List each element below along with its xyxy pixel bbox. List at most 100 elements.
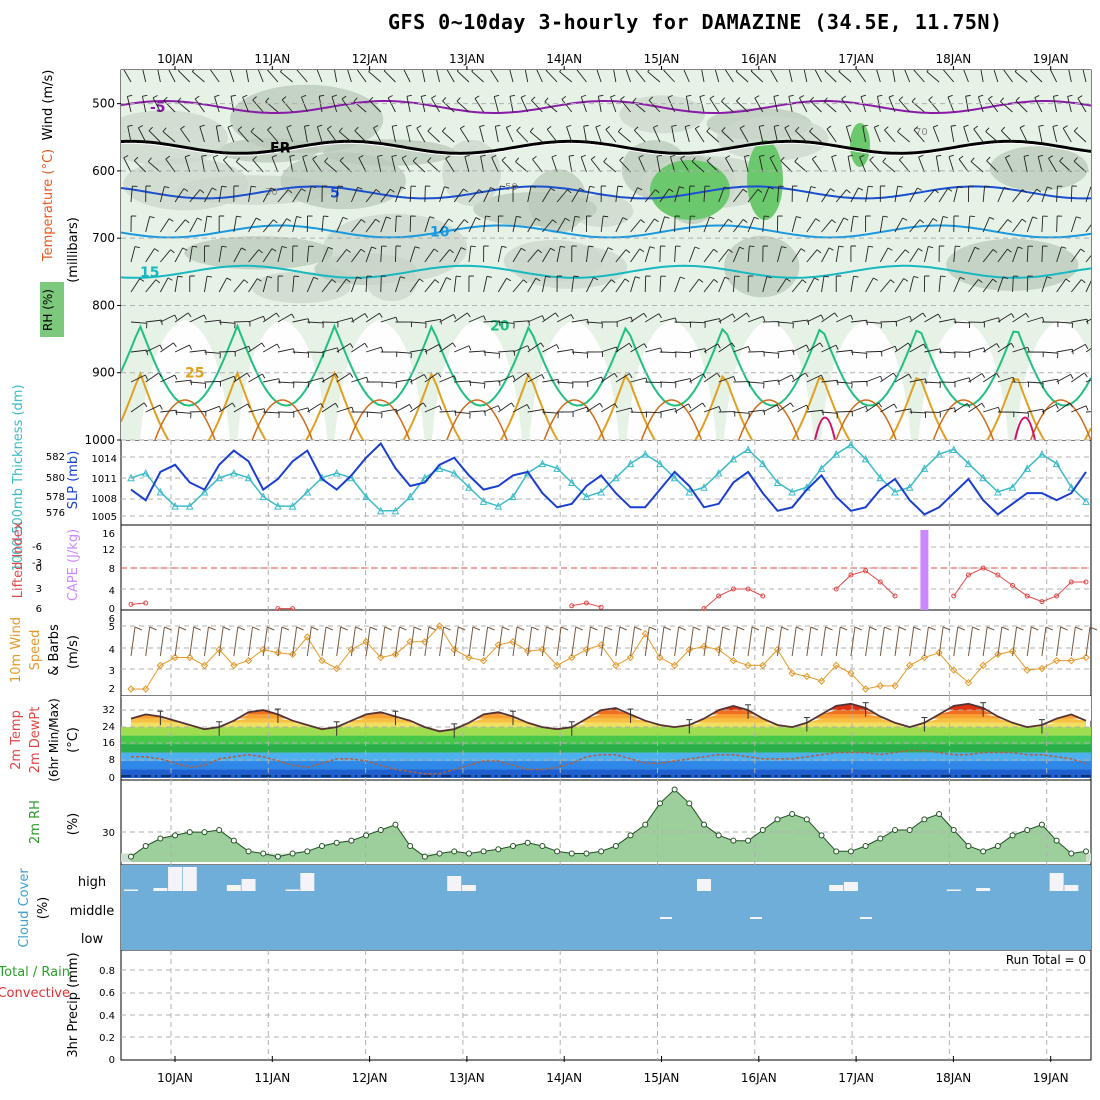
wind-barb-flag (237, 126, 243, 131)
thickness-point (758, 459, 767, 468)
surface-wind-barb (541, 626, 547, 657)
wind-barb (1015, 100, 1028, 113)
wind-barb (644, 313, 660, 323)
wind-barb-flag (316, 65, 321, 67)
wind-tick: 3 (109, 666, 115, 677)
wind-barb-flag (820, 374, 824, 380)
wind-barb (773, 96, 778, 113)
wind-barb (126, 96, 132, 113)
wind-barb (856, 70, 866, 83)
wind-barb (1085, 379, 1091, 383)
wind-barb-flag (331, 94, 337, 98)
surface-wind-barb (145, 626, 151, 657)
wind-barb (1026, 188, 1038, 203)
wind-barb-flag (142, 65, 147, 66)
wind-barb (733, 188, 744, 203)
wind-barb (718, 277, 726, 293)
lifted-point (598, 604, 604, 610)
lifted-point (892, 593, 898, 599)
wind-barb-flag (444, 186, 450, 189)
wind-barb (277, 246, 283, 263)
wind-barb (218, 186, 223, 203)
surface-wind-barb (468, 626, 474, 657)
wind-barb (968, 347, 984, 353)
wind-barb-flag (127, 124, 133, 127)
wind-tick: 2 (109, 684, 115, 695)
wind-barb (178, 70, 191, 83)
wind-barb-flag (1015, 96, 1020, 101)
wind-barb (354, 130, 367, 143)
thickness-point (1052, 459, 1061, 468)
wind-barb-flag (406, 124, 412, 127)
wind-barb (784, 127, 793, 143)
lifted-point (980, 565, 986, 571)
wind-barb (456, 100, 470, 113)
temp-tick: 0 (109, 773, 115, 784)
wind-barb (341, 98, 352, 113)
wind-barb-flag (319, 94, 325, 97)
wind-barb-flag (639, 248, 645, 253)
lifted-point (1024, 593, 1030, 599)
cloud-level-label: high (78, 875, 106, 890)
lifted-point (833, 586, 839, 592)
wind-barb-flag (981, 373, 986, 378)
wind-barb (703, 279, 715, 293)
wind-barb (289, 156, 294, 173)
middle-cloud-bar (660, 917, 672, 919)
wind-barb-flag (824, 70, 827, 72)
surface-wind-barb-flag (634, 626, 642, 631)
wind-barb (986, 160, 999, 173)
wind-barb (769, 157, 778, 173)
wind-barb (1048, 157, 1058, 173)
wind-barb (409, 374, 425, 383)
thickness-point (714, 468, 723, 477)
wind-barb-flag (899, 156, 904, 161)
wind-barb-flag (656, 154, 662, 157)
wind-barb-flag (610, 94, 616, 98)
wind-barb (204, 380, 221, 383)
thickness-point (171, 501, 179, 510)
rh-point (128, 853, 134, 860)
rh-point (480, 848, 487, 855)
wind-barb-flag (595, 124, 601, 128)
wind-barb-flag (278, 378, 281, 384)
wind-barb (302, 156, 308, 173)
wind-barb (892, 70, 896, 83)
surface-wind-barb (967, 626, 973, 657)
rh-point (921, 816, 928, 823)
wind-barb-flag (713, 248, 718, 253)
wind-barb (263, 343, 278, 353)
wind-barb (380, 316, 397, 323)
wind-barb-flag (550, 247, 556, 252)
wind-barb-flag (214, 94, 220, 98)
wind-barb-flag (138, 125, 144, 129)
wind-barb-flag (853, 275, 859, 278)
wind-barb (1056, 215, 1058, 233)
thickness-tick: 582 (46, 452, 65, 463)
wind-barb-flag (996, 373, 1000, 378)
thickness-point (964, 459, 973, 468)
wind-barb-flag (1073, 127, 1079, 132)
wind-barb-flag (261, 342, 265, 348)
wind-barb-flag (431, 95, 437, 99)
wind-title-4: (m/s) (66, 635, 81, 669)
wind-barb (267, 70, 279, 83)
wind-barb-flag (588, 245, 594, 248)
wind-barb (821, 188, 831, 203)
wind-barb (586, 186, 591, 203)
wind-barb (869, 159, 881, 173)
rh-point (157, 835, 164, 842)
wind-barb (424, 185, 426, 203)
wind-barb (865, 350, 882, 353)
isotherm (121, 323, 1091, 407)
surface-wind-barb (997, 626, 1003, 657)
surface-wind-barb (879, 626, 885, 657)
wind-barb-flag (173, 342, 177, 348)
wind-barb-flag (449, 249, 454, 254)
thickness-point (230, 468, 238, 477)
wind-barb-flag (988, 95, 993, 100)
wind-barb (603, 161, 617, 173)
surface-wind-barb (835, 626, 841, 657)
side-label-temperature: Temperature (°C) (41, 149, 56, 262)
wind-barb-flag (483, 315, 487, 321)
